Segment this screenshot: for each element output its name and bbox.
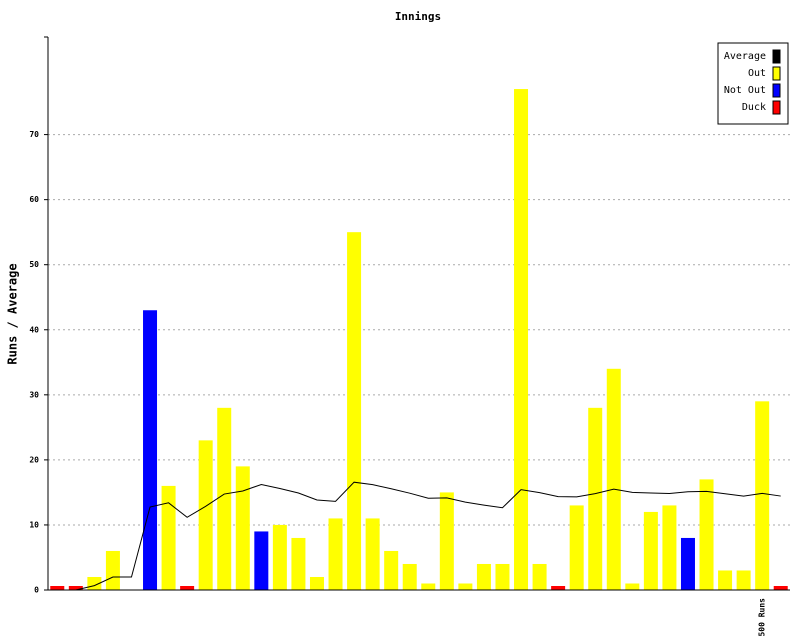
chart-title: Innings (395, 10, 441, 23)
legend-swatch (772, 83, 781, 98)
bar (143, 310, 158, 590)
bar (773, 586, 788, 590)
bar (625, 583, 640, 590)
bar (68, 586, 83, 590)
y-tick-label: 30 (29, 390, 39, 399)
bar (569, 505, 584, 590)
x-tick-label: 500 Runs (758, 598, 767, 637)
bar (161, 485, 176, 590)
bar (235, 466, 250, 590)
bar (328, 518, 343, 590)
y-tick-label: 70 (29, 130, 39, 139)
bar (551, 586, 566, 590)
legend-label: Not Out (724, 85, 766, 96)
legend-swatch (772, 66, 781, 81)
bar (402, 563, 417, 590)
bar (254, 531, 269, 590)
legend-label: Duck (742, 102, 766, 113)
bar (180, 586, 195, 590)
bar (736, 570, 751, 590)
bar (347, 232, 362, 591)
bar (718, 570, 733, 590)
bar (291, 537, 306, 590)
bar (105, 550, 120, 590)
bar (643, 511, 658, 590)
legend-label: Average (724, 51, 766, 62)
bar (662, 505, 677, 590)
y-tick-label: 20 (29, 455, 39, 464)
bar (532, 563, 547, 590)
bar (198, 440, 213, 590)
bar (217, 407, 232, 590)
bar (458, 583, 473, 590)
y-tick-label: 60 (29, 195, 39, 204)
y-tick-label: 10 (29, 520, 39, 529)
y-tick-label: 40 (29, 325, 39, 334)
y-tick-label: 0 (34, 586, 39, 595)
average-line (57, 481, 781, 591)
bar (476, 563, 491, 590)
bar (606, 368, 621, 590)
bar (514, 89, 529, 590)
bar (309, 576, 324, 590)
y-axis-title: Runs / Average (6, 263, 20, 364)
bar (439, 492, 454, 590)
bar (699, 479, 714, 590)
legend-swatch (772, 100, 781, 115)
bar (680, 537, 695, 590)
bar (384, 550, 399, 590)
y-tick-label: 50 (29, 260, 39, 269)
bar (421, 583, 436, 590)
bar (755, 401, 770, 590)
bar (365, 518, 380, 590)
bar (588, 407, 603, 590)
legend-swatch (772, 49, 781, 64)
bar (272, 524, 287, 590)
legend-label: Out (748, 68, 766, 79)
bar (495, 563, 510, 590)
bar (50, 586, 65, 590)
